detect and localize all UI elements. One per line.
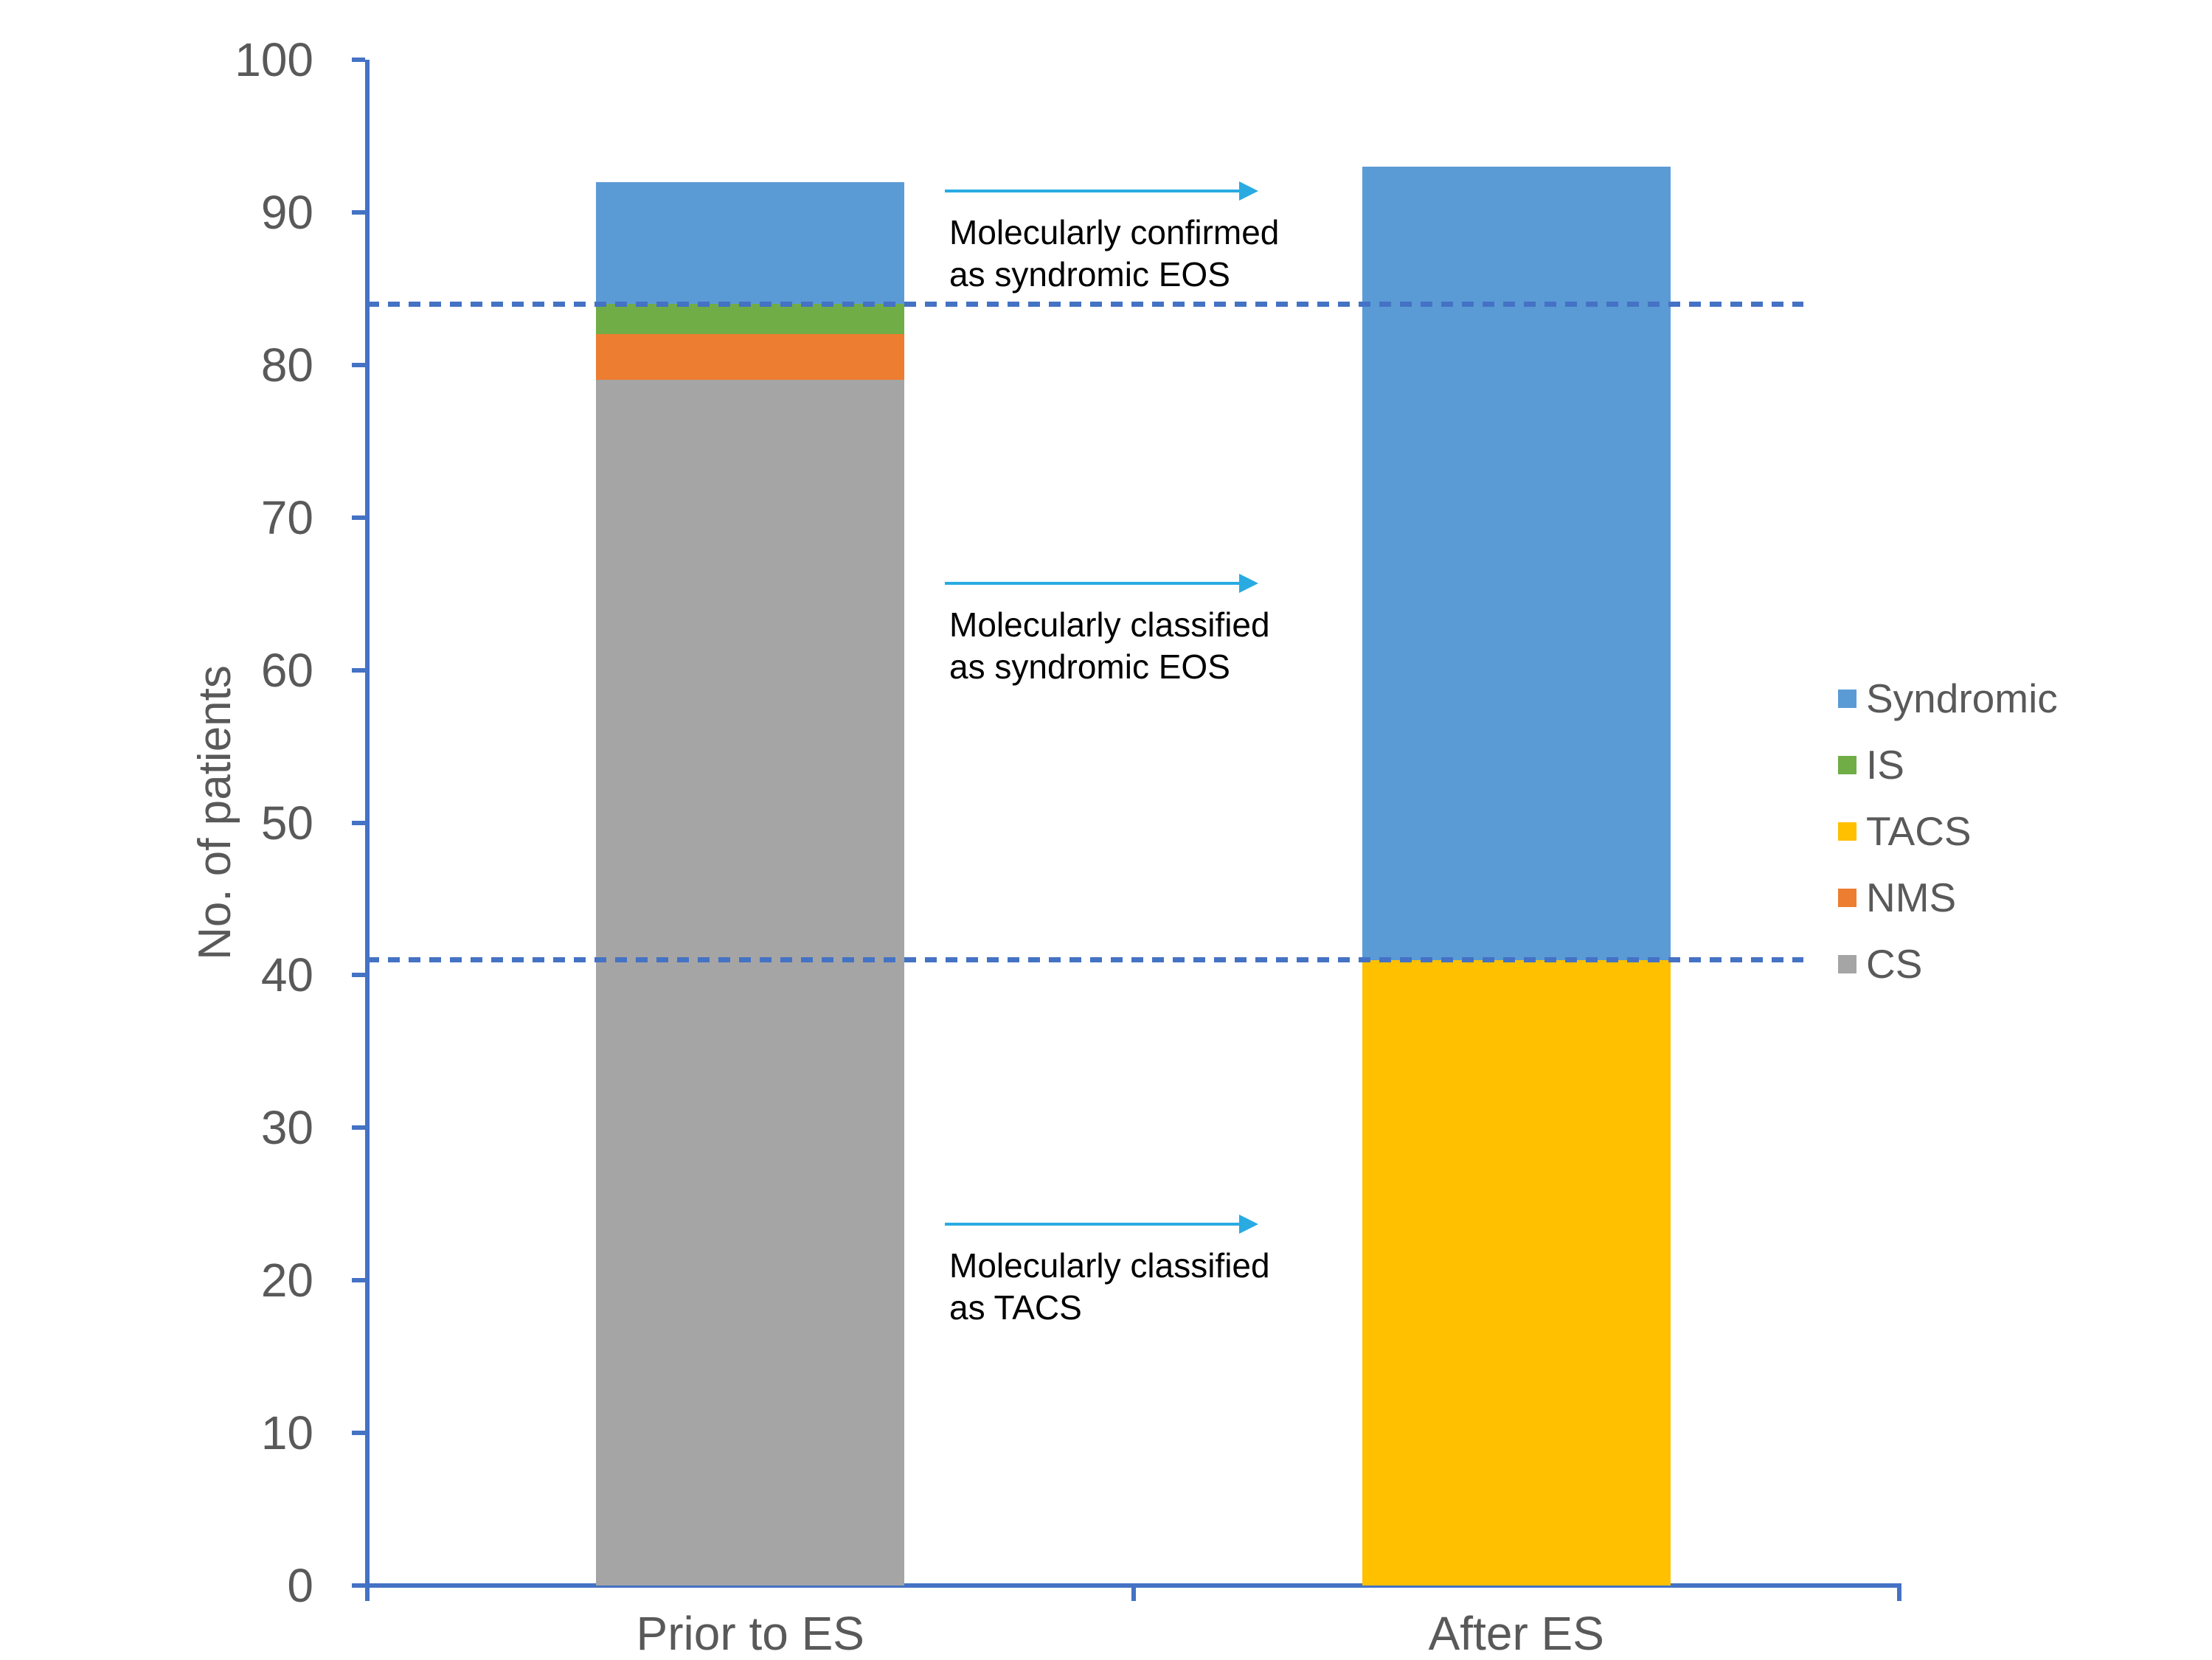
reference-dashed-line xyxy=(367,301,1803,307)
x-axis-tick xyxy=(1131,1588,1136,1601)
legend-swatch-tacs xyxy=(1838,822,1856,841)
legend-item: CS xyxy=(1838,931,2058,997)
y-axis-tick xyxy=(352,667,365,673)
x-axis-tick xyxy=(1897,1588,1901,1601)
y-axis-tick xyxy=(352,1278,365,1283)
annotation-arrow-line xyxy=(945,581,1239,585)
annotation-text-line: as syndromic EOS xyxy=(949,647,1230,686)
y-axis-tick xyxy=(352,362,365,367)
legend-swatch-syndromic xyxy=(1838,689,1856,708)
bar-segment-syndromic xyxy=(596,181,905,305)
x-axis-tick xyxy=(365,1588,370,1601)
legend-item: Syndromic xyxy=(1838,665,2058,732)
annotation-text-line: as syndromic EOS xyxy=(949,254,1230,294)
y-tick-label: 0 xyxy=(287,1559,313,1612)
y-tick-label: 40 xyxy=(260,948,313,1002)
annotation-arrow-line xyxy=(945,1222,1239,1226)
legend-label: CS xyxy=(1866,941,1923,987)
annotation-arrow-line xyxy=(945,189,1239,192)
y-axis-tick xyxy=(352,1125,365,1131)
legend-label: IS xyxy=(1866,742,1904,788)
y-axis-tick xyxy=(352,209,365,215)
bar-segment-nms xyxy=(596,334,905,381)
y-tick-label: 20 xyxy=(260,1254,313,1307)
x-category-label: After ES xyxy=(1428,1607,1604,1660)
y-axis-line xyxy=(365,60,370,1588)
annotation-text-line: Molecularly classified xyxy=(949,1246,1270,1285)
y-axis-tick xyxy=(352,820,365,825)
annotation-text-line: Molecularly confirmed xyxy=(949,212,1280,251)
bar-segment-syndromic xyxy=(1362,166,1671,960)
y-tick-label: 100 xyxy=(235,33,313,86)
annotation-text: Molecularly classified as syndromic EOS xyxy=(949,604,1270,688)
right-arrow-icon xyxy=(1239,573,1258,593)
legend-swatch-is xyxy=(1838,755,1856,774)
y-axis-tick xyxy=(352,1431,365,1436)
bar-segment-tacs xyxy=(1362,959,1671,1586)
right-arrow-icon xyxy=(1239,1214,1258,1234)
legend: Syndromic IS TACS NMS CS xyxy=(1838,665,2058,997)
y-tick-label: 80 xyxy=(260,338,313,392)
annotation-text-line: as TACS xyxy=(949,1288,1082,1327)
y-tick-label: 30 xyxy=(260,1101,313,1155)
legend-label: NMS xyxy=(1866,875,1957,920)
y-tick-label: 90 xyxy=(260,185,313,239)
y-axis-tick xyxy=(352,1583,365,1588)
legend-label: TACS xyxy=(1866,808,1972,854)
y-tick-label: 60 xyxy=(260,643,313,697)
x-category-label: Prior to ES xyxy=(636,1607,864,1660)
y-axis-tick xyxy=(352,973,365,978)
annotation-text: Molecularly classified as TACS xyxy=(949,1245,1270,1329)
legend-swatch-cs xyxy=(1838,954,1856,973)
bar-segment-is xyxy=(596,304,905,335)
annotation-text: Molecularly confirmed as syndromic EOS xyxy=(949,212,1279,296)
legend-item: IS xyxy=(1838,732,2058,798)
y-axis-tick xyxy=(352,515,365,520)
y-axis-tick xyxy=(352,58,365,62)
legend-label: Syndromic xyxy=(1866,676,2058,721)
legend-item: TACS xyxy=(1838,798,2058,864)
annotation-text-line: Molecularly classified xyxy=(949,605,1270,644)
y-tick-label: 70 xyxy=(260,490,313,544)
legend-item: NMS xyxy=(1838,864,2058,931)
y-tick-label: 50 xyxy=(260,796,313,850)
y-tick-label: 10 xyxy=(260,1406,313,1460)
bar-segment-cs xyxy=(596,380,905,1586)
right-arrow-icon xyxy=(1239,181,1258,201)
legend-swatch-nms xyxy=(1838,888,1856,907)
reference-dashed-line xyxy=(367,957,1803,963)
x-axis-line xyxy=(365,1583,1901,1588)
